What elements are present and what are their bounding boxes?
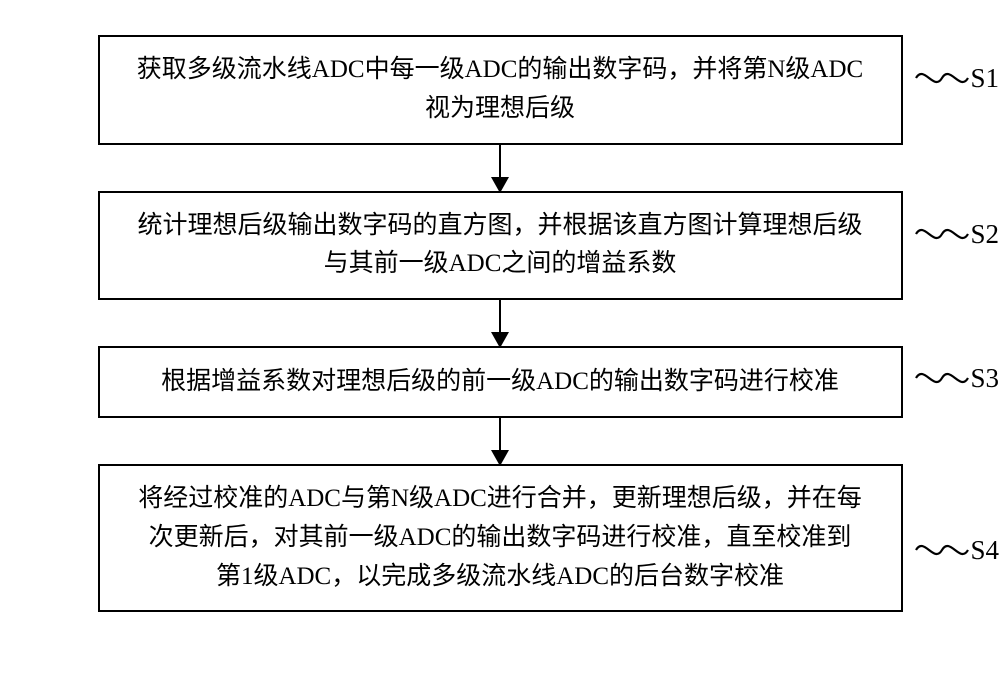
arrow [499, 145, 501, 191]
tag-label: S2 [970, 219, 999, 250]
step-line: 将经过校准的ADC与第N级ADC进行合并，更新理想后级，并在每 [138, 485, 862, 512]
tag-label: S4 [970, 535, 999, 566]
squiggle-icon [914, 218, 970, 250]
squiggle-icon [914, 534, 970, 566]
squiggle-icon [914, 362, 970, 394]
arrow [499, 418, 501, 464]
step-line: 视为理想后级 [425, 95, 575, 122]
step-text: 获取多级流水线ADC中每一级ADC的输出数字码，并将第N级ADC 视为理想后级 [137, 51, 863, 129]
step-box-s2: 统计理想后级输出数字码的直方图，并根据该直方图计算理想后级 与其前一级ADC之间… [98, 191, 903, 301]
step-box-s1: 获取多级流水线ADC中每一级ADC的输出数字码，并将第N级ADC 视为理想后级 [98, 35, 903, 145]
step-text: 根据增益系数对理想后级的前一级ADC的输出数字码进行校准 [161, 363, 839, 402]
step-tag-s2: S2 [914, 218, 999, 250]
tag-label: S1 [970, 63, 999, 94]
step-text: 将经过校准的ADC与第N级ADC进行合并，更新理想后级，并在每 次更新后，对其前… [138, 480, 862, 596]
step-line: 第1级ADC，以完成多级流水线ADC的后台数字校准 [216, 563, 784, 590]
tag-label: S3 [970, 363, 999, 394]
step-box-s4: 将经过校准的ADC与第N级ADC进行合并，更新理想后级，并在每 次更新后，对其前… [98, 464, 903, 612]
step-line: 次更新后，对其前一级ADC的输出数字码进行校准，直至校准到 [149, 524, 852, 551]
step-tag-s4: S4 [914, 534, 999, 566]
arrow [499, 300, 501, 346]
flowchart: 获取多级流水线ADC中每一级ADC的输出数字码，并将第N级ADC 视为理想后级 … [45, 35, 955, 612]
step-line: 根据增益系数对理想后级的前一级ADC的输出数字码进行校准 [161, 368, 839, 395]
step-line: 统计理想后级输出数字码的直方图，并根据该直方图计算理想后级 [137, 212, 862, 239]
step-line: 与其前一级ADC之间的增益系数 [324, 250, 677, 277]
step-text: 统计理想后级输出数字码的直方图，并根据该直方图计算理想后级 与其前一级ADC之间… [137, 207, 862, 285]
step-tag-s3: S3 [914, 362, 999, 394]
step-tag-s1: S1 [914, 62, 999, 94]
step-line: 获取多级流水线ADC中每一级ADC的输出数字码，并将第N级ADC [137, 56, 863, 83]
squiggle-icon [914, 62, 970, 94]
step-box-s3: 根据增益系数对理想后级的前一级ADC的输出数字码进行校准 [98, 346, 903, 418]
